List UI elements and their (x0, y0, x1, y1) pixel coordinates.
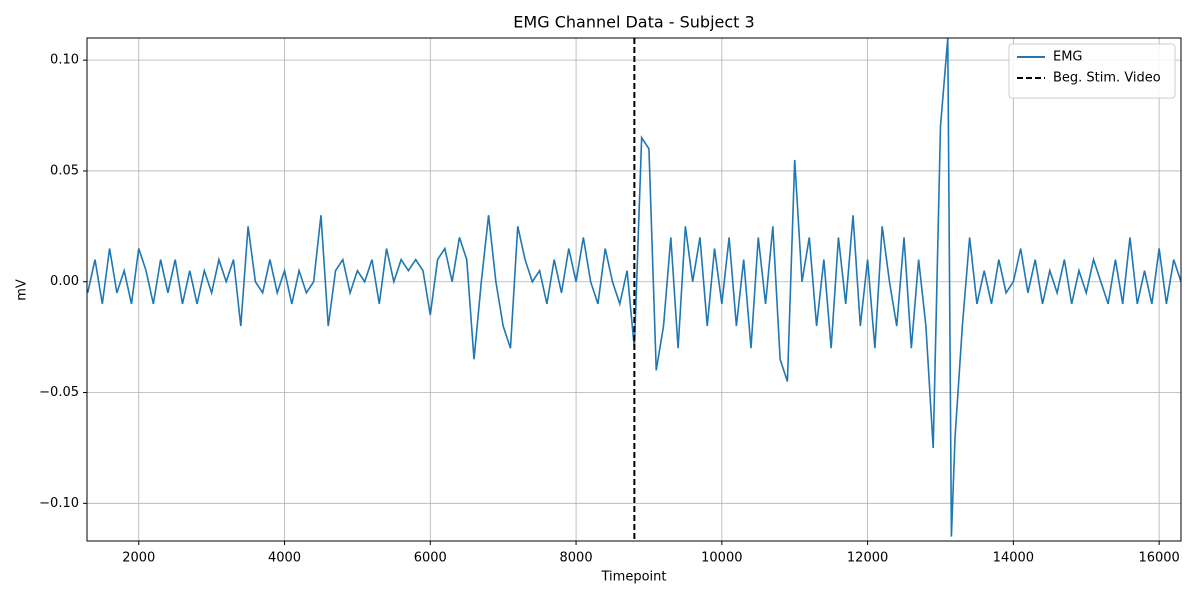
x-tick-label: 4000 (268, 551, 301, 566)
legend-label: Beg. Stim. Video (1053, 71, 1161, 86)
plot-frame (86, 37, 1182, 542)
y-tick-label: −0.10 (39, 496, 79, 511)
x-tick-label: 12000 (847, 551, 888, 566)
x-tick-label: 16000 (1138, 551, 1179, 566)
x-tick-label: 8000 (560, 551, 593, 566)
y-tick-label: −0.05 (39, 385, 79, 400)
x-tick-label: 2000 (122, 551, 155, 566)
x-axis-label: Timepoint (601, 570, 667, 585)
series-line (87, 38, 1181, 537)
x-tick-label: 6000 (414, 551, 447, 566)
y-axis-label: mV (15, 279, 30, 301)
x-tick-label: 14000 (993, 551, 1034, 566)
chart-title: EMG Channel Data - Subject 3 (513, 13, 754, 32)
y-tick-label: 0.10 (50, 53, 79, 68)
legend-label: EMG (1053, 50, 1083, 65)
x-tick-label: 10000 (701, 551, 742, 566)
legend-box (1008, 43, 1176, 99)
y-tick-label: 0.00 (50, 274, 79, 289)
y-tick-label: 0.05 (50, 163, 79, 178)
